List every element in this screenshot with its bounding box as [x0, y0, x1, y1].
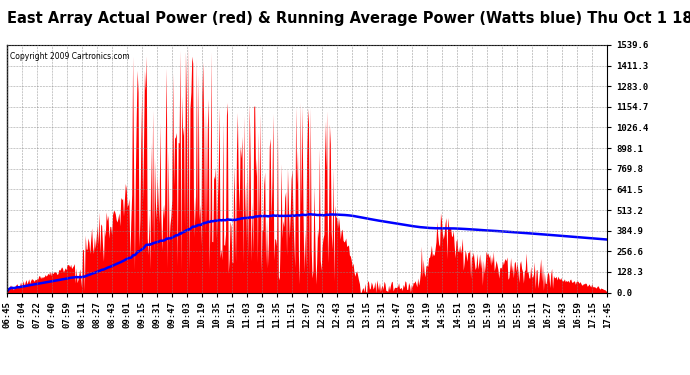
Text: East Array Actual Power (red) & Running Average Power (Watts blue) Thu Oct 1 18:: East Array Actual Power (red) & Running … [7, 11, 690, 26]
Text: Copyright 2009 Cartronics.com: Copyright 2009 Cartronics.com [10, 53, 130, 62]
